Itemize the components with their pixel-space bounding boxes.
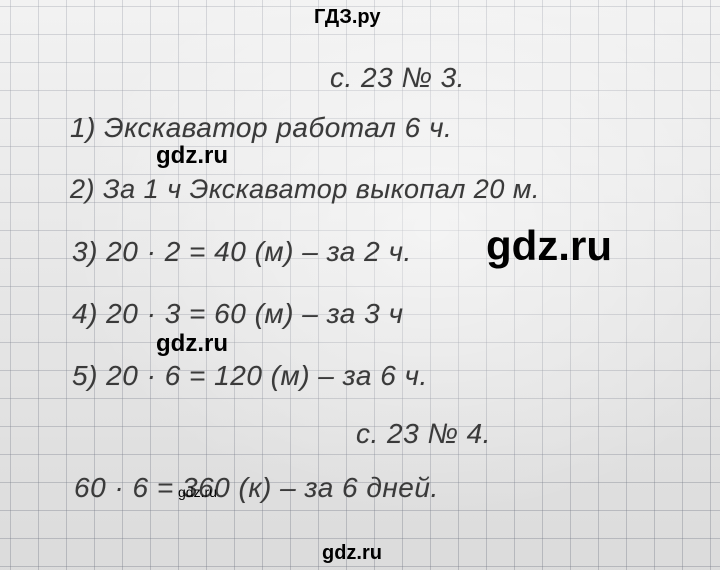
watermark-header: ГДЗ.ру xyxy=(314,6,381,29)
line-3: 3) 20 · 2 = 40 (м) – за 2 ч. xyxy=(72,236,412,268)
page-root: ГДЗ.ру с. 23 № 3. 1) Экскаватор работал … xyxy=(0,0,720,570)
line-4: 4) 20 · 3 = 60 (м) – за 3 ч xyxy=(72,298,403,330)
line-6: 60 · 6 = 360 (к) – за 6 дней. xyxy=(74,472,439,504)
line-2: 2) За 1 ч Экскаватор выкопал 20 м. xyxy=(70,174,540,205)
watermark-footer: gdz.ru xyxy=(322,542,382,565)
watermark-small: gdz.ru xyxy=(178,484,217,500)
watermark-mid-1: gdz.ru xyxy=(156,142,228,170)
heading-problem-3: с. 23 № 3. xyxy=(330,62,465,94)
heading-problem-4: с. 23 № 4. xyxy=(356,418,491,450)
watermark-big: gdz.ru xyxy=(486,222,612,270)
watermark-mid-2: gdz.ru xyxy=(156,330,228,358)
line-5: 5) 20 · 6 = 120 (м) – за 6 ч. xyxy=(72,360,428,392)
line-1: 1) Экскаватор работал 6 ч. xyxy=(70,112,452,144)
